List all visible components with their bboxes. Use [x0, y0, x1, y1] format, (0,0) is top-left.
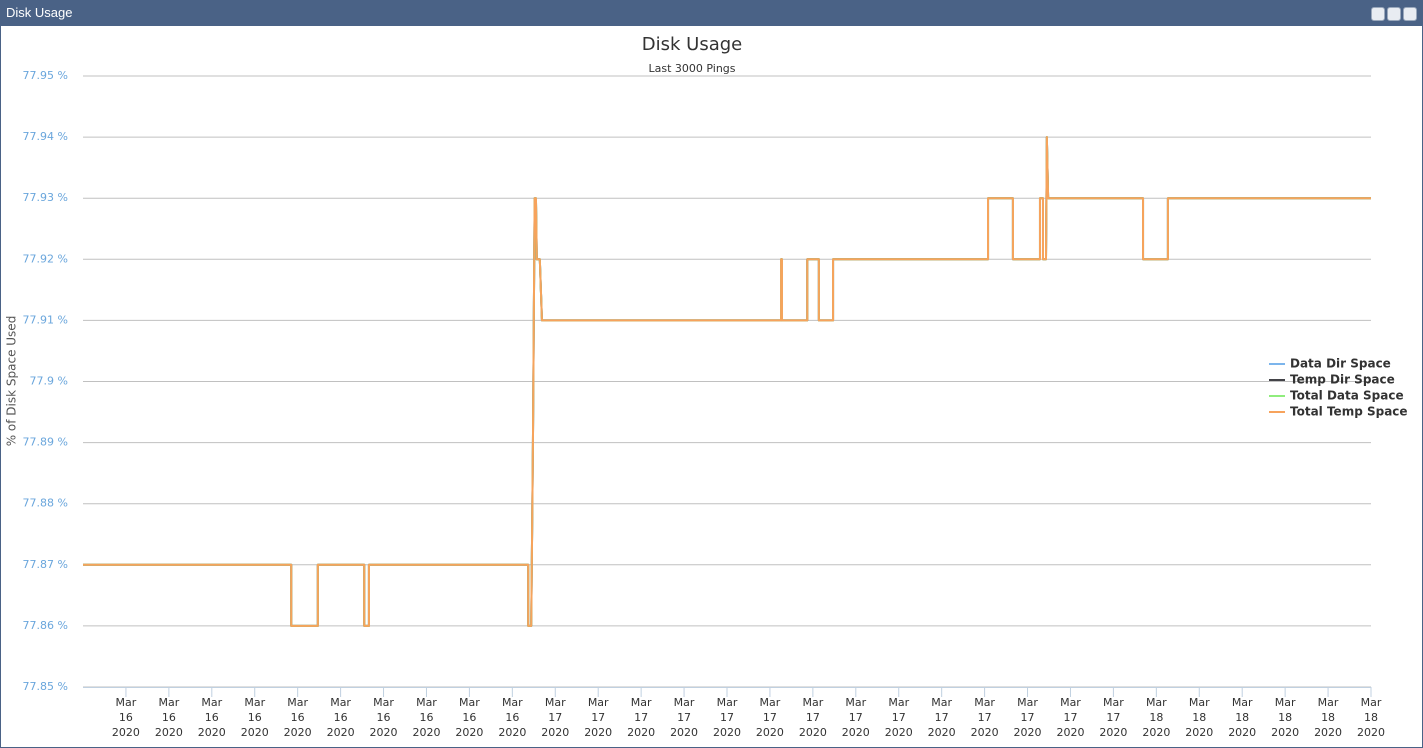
y-tick-label: 77.95 % [23, 69, 68, 82]
x-tick-label: Mar 17 2020 [584, 696, 612, 739]
y-tick-label: 77.9 % [30, 375, 68, 388]
chart: Disk Usage Last 3000 Pings % of Disk Spa… [5, 34, 1408, 739]
legend-label: Temp Dir Space [1290, 373, 1395, 387]
x-tick-label: Mar 16 2020 [370, 696, 398, 739]
window-title: Disk Usage [6, 5, 73, 20]
title-bar: Disk Usage [1, 1, 1422, 26]
x-tick-label: Mar 16 2020 [241, 696, 269, 739]
refresh-button[interactable] [1371, 7, 1385, 21]
maximize-button[interactable] [1403, 7, 1417, 21]
settings-button[interactable] [1387, 7, 1401, 21]
y-tick-label: 77.89 % [23, 436, 68, 449]
x-tick-label: Mar 16 2020 [198, 696, 226, 739]
x-tick-label: Mar 16 2020 [112, 696, 140, 739]
x-tick-label: Mar 17 2020 [756, 696, 784, 739]
x-tick-label: Mar 17 2020 [885, 696, 913, 739]
x-tick-label: Mar 18 2020 [1142, 696, 1170, 739]
x-tick-label: Mar 17 2020 [713, 696, 741, 739]
x-tick-label: Mar 17 2020 [971, 696, 999, 739]
legend-label: Total Data Space [1290, 389, 1404, 403]
y-tick-label: 77.88 % [23, 497, 68, 510]
y-axis-title: % of Disk Space Used [5, 316, 19, 447]
x-tick-label: Mar 16 2020 [412, 696, 440, 739]
y-tick-label: 77.91 % [23, 313, 68, 326]
x-tick-label: Mar 17 2020 [670, 696, 698, 739]
x-tick-label: Mar 17 2020 [928, 696, 956, 739]
x-tick-label: Mar 17 2020 [1099, 696, 1127, 739]
x-tick-label: Mar 16 2020 [498, 696, 526, 739]
legend-label: Data Dir Space [1290, 357, 1391, 371]
chart-title: Disk Usage [642, 34, 742, 55]
x-tick-label: Mar 17 2020 [1014, 696, 1042, 739]
legend-label: Total Temp Space [1290, 405, 1408, 419]
x-tick-label: Mar 16 2020 [455, 696, 483, 739]
x-tick-label: Mar 16 2020 [284, 696, 312, 739]
y-tick-label: 77.87 % [23, 558, 68, 571]
chart-subtitle: Last 3000 Pings [648, 62, 735, 75]
y-tick-label: 77.85 % [23, 680, 68, 693]
y-tick-label: 77.94 % [23, 130, 68, 143]
x-tick-label: Mar 17 2020 [1056, 696, 1084, 739]
x-tick-label: Mar 17 2020 [799, 696, 827, 739]
x-tick-label: Mar 17 2020 [541, 696, 569, 739]
x-tick-label: Mar 16 2020 [327, 696, 355, 739]
x-tick-label: Mar 18 2020 [1228, 696, 1256, 739]
x-tick-label: Mar 16 2020 [155, 696, 183, 739]
y-tick-label: 77.92 % [23, 252, 68, 265]
y-tick-label: 77.93 % [23, 191, 68, 204]
x-tick-label: Mar 18 2020 [1357, 696, 1385, 739]
x-tick-label: Mar 18 2020 [1185, 696, 1213, 739]
y-tick-label: 77.86 % [23, 619, 68, 632]
x-tick-label: Mar 18 2020 [1314, 696, 1342, 739]
x-tick-label: Mar 17 2020 [842, 696, 870, 739]
x-tick-label: Mar 18 2020 [1271, 696, 1299, 739]
data-line [83, 136, 1371, 627]
x-tick-label: Mar 17 2020 [627, 696, 655, 739]
